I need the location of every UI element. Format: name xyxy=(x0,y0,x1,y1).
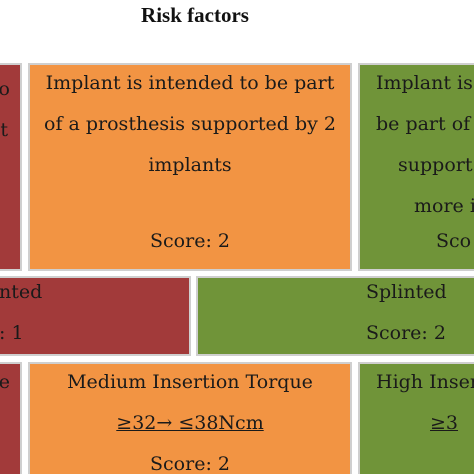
row1-center-score: Score: 2 xyxy=(150,230,230,252)
row1-right-line-4: more i xyxy=(414,195,474,217)
row1-center-line-1: Implant is intended to be part xyxy=(45,72,335,94)
row1-left-cell: o t xyxy=(0,62,23,272)
row1-right-line-3: support xyxy=(398,154,473,176)
row1-right-line-2: be part of xyxy=(376,113,471,135)
row1-left-line-1: o xyxy=(0,69,10,110)
row1-left-line-2: t xyxy=(0,119,8,141)
row3-left-cell: e xyxy=(0,361,23,474)
row1-center-line-2: of a prosthesis supported by 2 xyxy=(44,113,336,135)
row2-right-cell: Splinted Score: 2 xyxy=(195,275,474,357)
row1-center-cell: Implant is intended to be part of a pros… xyxy=(27,62,353,272)
row3-center-range: ≥32→ ≤38Ncm xyxy=(116,412,264,434)
row3-right-label: High Inser xyxy=(376,371,474,393)
row2-left-score: : 1 xyxy=(0,322,24,344)
row1-center-line-3: implants xyxy=(148,154,232,176)
row2-right-score: Score: 2 xyxy=(366,322,446,344)
row1-right-cell: Implant is be part of support more i Sco xyxy=(357,62,474,272)
row2-left-label: nted xyxy=(0,281,43,303)
row2-right-label: Splinted xyxy=(366,281,447,303)
row3-center-score: Score: 2 xyxy=(150,453,230,474)
row3-center-label: Medium Insertion Torque xyxy=(67,371,313,393)
row3-right-range: ≥3 xyxy=(430,412,459,434)
row1-right-score: Sco xyxy=(436,230,472,252)
diagram-title: Risk factors xyxy=(141,3,249,27)
row2-left-cell: nted : 1 xyxy=(0,275,192,357)
row3-left-label: e xyxy=(0,364,10,403)
row1-right-line-1: Implant is xyxy=(376,72,473,94)
row3-center-cell: Medium Insertion Torque ≥32→ ≤38Ncm Scor… xyxy=(27,361,353,474)
row3-right-cell: High Inser ≥3 xyxy=(357,361,474,474)
